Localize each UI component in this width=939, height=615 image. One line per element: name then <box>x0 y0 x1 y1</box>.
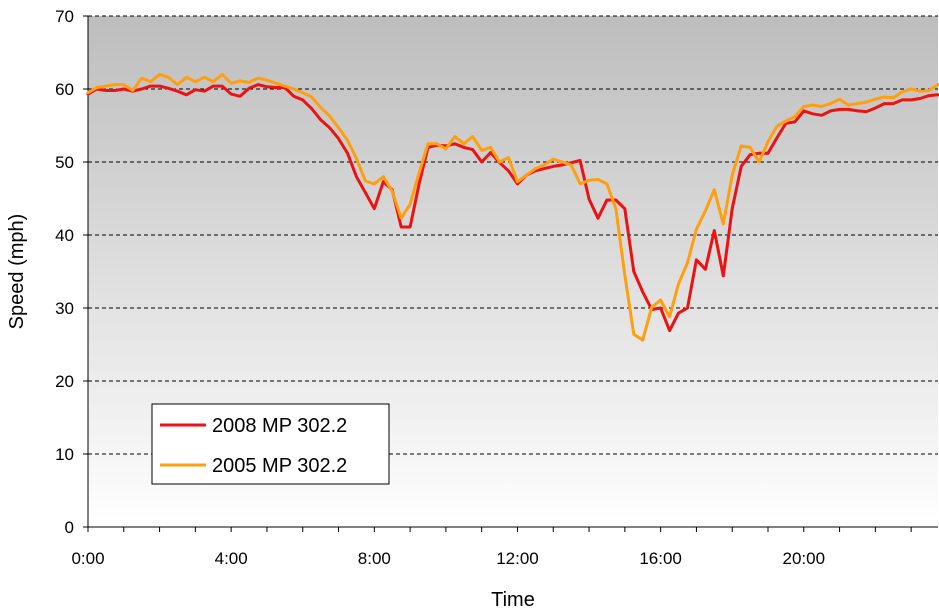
y-tick-label: 40 <box>55 226 74 245</box>
tick-labels: 0 10 20 30 40 50 60 70 0:00 4:00 8:00 12:00 16:00 20:… <box>55 7 825 568</box>
y-tick-label: 70 <box>55 7 74 26</box>
y-tick-label: 10 <box>55 445 74 464</box>
x-axis-title: Time <box>491 589 535 611</box>
x-tick-label: 20:00 <box>783 549 826 568</box>
x-tick-label: 8:00 <box>358 549 391 568</box>
x-tick-label: 16:00 <box>639 549 682 568</box>
x-tick-label: 0:00 <box>71 549 104 568</box>
y-axis-title: Speed (mph) <box>6 214 28 330</box>
series-line-2008 <box>86 83 939 333</box>
axes <box>83 15 938 532</box>
legend-box <box>151 403 390 485</box>
series-lines <box>86 72 939 342</box>
y-tick-label: 60 <box>55 80 74 99</box>
y-tick-label: 50 <box>55 153 74 172</box>
y-tick-label: 20 <box>55 372 74 391</box>
legend-label-2008: 2008 MP 302.2 <box>212 415 347 437</box>
x-tick-label: 12:00 <box>496 549 539 568</box>
legend-label-2005: 2005 MP 302.2 <box>212 455 347 477</box>
y-tick-label: 0 <box>65 518 74 537</box>
legend: 2008 MP 302.2 2005 MP 302.2 <box>151 403 390 485</box>
series-line-2005 <box>86 72 939 342</box>
y-tick-label: 30 <box>55 299 74 318</box>
x-tick-label: 4:00 <box>215 549 248 568</box>
